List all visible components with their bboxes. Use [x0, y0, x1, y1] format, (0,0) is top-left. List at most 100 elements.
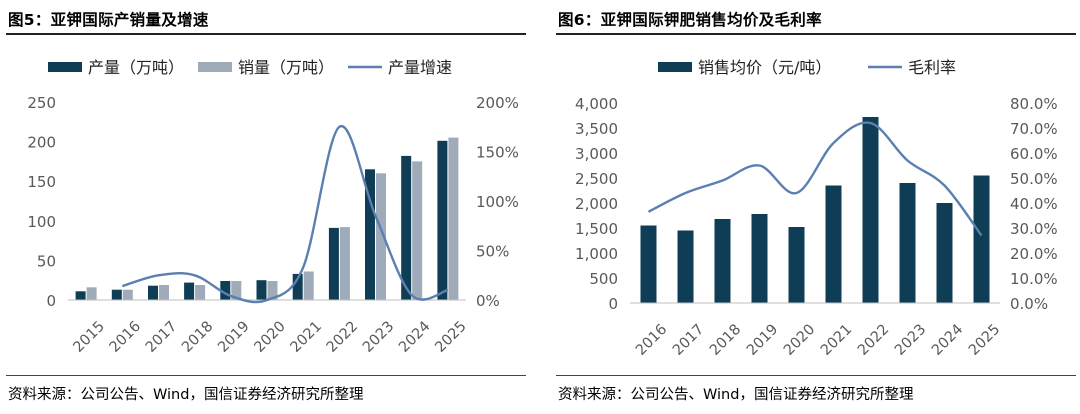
- bar-2015-1: [75, 291, 86, 300]
- x-tick-label: 2025: [966, 321, 1003, 358]
- bar-2018-2: [195, 285, 206, 300]
- y-right-tick-label: 0%: [476, 292, 500, 310]
- bar-2020-1: [256, 280, 267, 300]
- x-tick-label: 2023: [892, 321, 929, 358]
- x-tick-label: 2016: [633, 321, 670, 358]
- x-tick-label: 2019: [215, 318, 252, 355]
- y-right-tick-label: 150%: [476, 144, 519, 162]
- legend-swatch: [198, 62, 232, 72]
- x-tick-label: 2022: [855, 321, 892, 358]
- x-tick-label: 2018: [179, 318, 216, 355]
- x-tick-label: 2017: [143, 318, 180, 355]
- bar-2021-1: [825, 185, 842, 303]
- legend-label: 产量增速: [388, 58, 452, 77]
- title-divider: [556, 33, 1076, 35]
- chart-panel-price-margin: 图6：亚钾国际钾肥销售均价及毛利率 0 500 1,000 1,500 2,000 2,5…: [550, 0, 1080, 414]
- bar-2022-1: [328, 227, 339, 300]
- bar-2016-1: [111, 289, 122, 300]
- y-left-tick-label: 0: [608, 295, 618, 313]
- y-right-tick-label: 70.0%: [1010, 120, 1058, 138]
- bar-2017-1: [677, 230, 694, 303]
- y-left-tick-label: 200: [27, 134, 56, 152]
- bar-2017-1: [148, 285, 158, 300]
- bar-2021-2: [303, 271, 314, 300]
- y-right-tick-label: 80.0%: [1010, 95, 1058, 113]
- y-left-tick-label: 3,500: [575, 120, 618, 138]
- x-tick-label: 2023: [360, 318, 397, 355]
- y-left-tick-label: 500: [589, 270, 618, 288]
- x-tick-label: 2018: [707, 321, 744, 358]
- bar-2021-1: [292, 273, 303, 300]
- legend-swatch: [48, 62, 82, 72]
- bar-2019-2: [231, 281, 242, 300]
- bar-2024-2: [412, 161, 423, 300]
- x-tick-label: 2019: [744, 321, 781, 358]
- y-left-tick-label: 100: [27, 213, 56, 231]
- y-left-tick-label: 150: [27, 173, 56, 191]
- y-right-tick-label: 100%: [476, 193, 519, 211]
- bar-2023-1: [899, 183, 916, 303]
- bar-2018-1: [714, 219, 731, 303]
- y-right-tick-label: 0.0%: [1010, 295, 1048, 313]
- x-tick-label: 2021: [288, 318, 325, 355]
- bar-2024-1: [936, 203, 953, 303]
- bar-2016-2: [122, 289, 133, 300]
- y-left-tick-label: 1,000: [575, 245, 618, 263]
- x-tick-label: 2021: [818, 321, 855, 358]
- bar-2023-2: [376, 173, 386, 300]
- y-left-tick-label: 2,500: [575, 170, 618, 188]
- legend-label: 销量（万吨）: [238, 58, 334, 77]
- y-left-tick-label: 1,500: [575, 220, 618, 238]
- price-margin-chart: 0 500 1,000 1,500 2,000 2,500 3,000 3,500 4,000 0…: [575, 58, 1058, 359]
- y-left-tick-label: 4,000: [575, 95, 618, 113]
- y-right-tick-label: 200%: [476, 94, 519, 112]
- source-divider: [6, 375, 526, 376]
- bar-2020-2: [267, 281, 278, 300]
- y-right-tick-label: 60.0%: [1010, 145, 1058, 163]
- bar-2017-2: [159, 285, 169, 300]
- y-right-tick-label: 50%: [476, 243, 509, 261]
- series-line-毛利率: [647, 121, 983, 237]
- x-tick-label: 2022: [324, 318, 361, 355]
- chart-panel-production-sales: 图5：亚钾国际产销量及增速 0 50 100 150 200 250 0% 50% 100% 15…: [0, 0, 530, 414]
- x-tick-label: 2015: [71, 318, 108, 355]
- source-note: 资料来源：公司公告、Wind，国信证券经济研究所整理: [8, 387, 364, 403]
- x-tick-label: 2020: [251, 318, 288, 355]
- bar-2025-1: [437, 140, 448, 300]
- legend-label: 销售均价（元/吨）: [698, 58, 831, 77]
- y-left-tick-label: 0: [46, 292, 56, 310]
- y-left-tick-label: 250: [27, 94, 56, 112]
- legend-label: 产量（万吨）: [88, 58, 184, 77]
- production-sales-chart: 0 50 100 150 200 250 0% 50% 100% 150% 200% 20152016…: [27, 58, 519, 356]
- x-tick-label: 2025: [432, 318, 469, 355]
- legend-swatch: [658, 62, 692, 72]
- source-divider: [556, 375, 1076, 376]
- x-tick-label: 2017: [670, 321, 707, 358]
- bar-2019-1: [220, 281, 231, 300]
- bar-2022-2: [339, 227, 350, 300]
- y-right-tick-label: 30.0%: [1010, 220, 1058, 238]
- x-tick-label: 2024: [929, 321, 966, 358]
- bar-2023-1: [365, 169, 375, 300]
- bar-2025-2: [448, 137, 459, 300]
- x-tick-label: 2020: [781, 321, 818, 358]
- bar-2024-1: [401, 155, 412, 300]
- y-left-tick-label: 3,000: [575, 145, 618, 163]
- title-divider: [6, 33, 526, 35]
- series-line-产量增速: [121, 125, 449, 304]
- y-right-tick-label: 50.0%: [1010, 170, 1058, 188]
- y-left-tick-label: 50: [37, 252, 56, 270]
- chart-title: 图5：亚钾国际产销量及增速: [8, 11, 209, 29]
- y-right-tick-label: 10.0%: [1010, 270, 1058, 288]
- y-right-tick-label: 40.0%: [1010, 195, 1058, 213]
- bar-2016-1: [640, 225, 657, 303]
- y-left-tick-label: 2,000: [575, 195, 618, 213]
- bar-2015-2: [86, 287, 97, 300]
- bar-2020-1: [788, 227, 805, 303]
- bar-2018-1: [184, 282, 195, 300]
- bar-2025-1: [973, 175, 990, 303]
- legend-label: 毛利率: [908, 58, 956, 77]
- bar-2022-1: [862, 117, 879, 303]
- source-note: 资料来源：公司公告、Wind，国信证券经济研究所整理: [558, 387, 914, 403]
- y-right-tick-label: 20.0%: [1010, 245, 1058, 263]
